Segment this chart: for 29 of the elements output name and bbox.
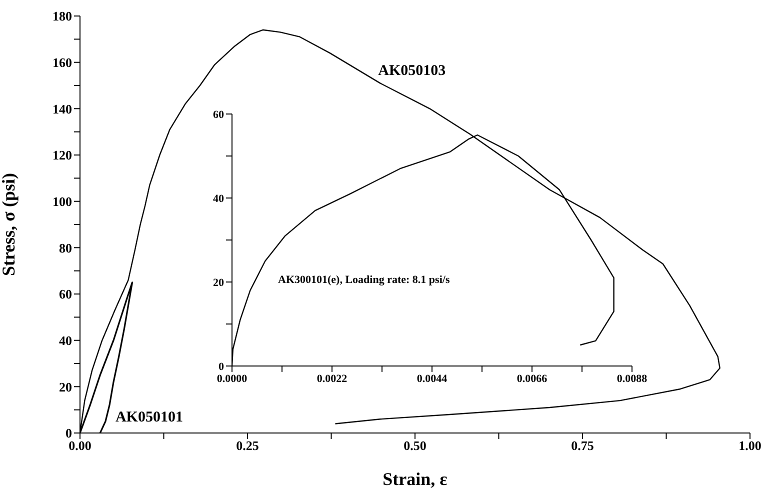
x-tick-label: 0.0088 [616,372,648,385]
y-tick-label: 0 [218,360,224,373]
annotation: AK300101(e), Loading rate: 8.1 psi/s [278,274,450,286]
y-tick-label: 40 [59,332,72,348]
annotation: AK050101 [115,409,183,426]
y-tick-label: 80 [59,240,72,256]
x-tick-label: 0.0044 [416,372,448,385]
y-tick-label: 20 [59,379,72,394]
y-axis-title: Stress, σ (psi) [0,173,18,276]
y-tick-label: 60 [59,286,72,302]
y-tick-label: 100 [52,194,72,209]
y-tick-label: 0 [66,426,72,441]
annotation: AK050103 [378,63,446,80]
x-tick-label: 0.25 [236,438,260,454]
y-tick-label: 140 [52,101,72,116]
y-tick-label: 120 [52,148,72,163]
x-tick-label: 0.0022 [316,372,348,385]
y-tick-label: 60 [213,108,224,121]
x-tick-label: 0.75 [571,438,594,454]
y-tick-label: 40 [213,192,224,205]
x-tick-label: 0.0000 [216,372,248,385]
x-tick-label: 0.0066 [516,372,548,385]
x-tick-label: 1.00 [738,438,762,454]
x-tick-label: 0.50 [404,438,426,454]
x-tick-label: 0.00 [68,438,92,454]
y-tick-label: 20 [213,276,224,289]
y-tick-label: 160 [52,54,72,70]
x-axis-title: Strain, ε [382,469,448,489]
y-tick-label: 180 [52,8,72,24]
